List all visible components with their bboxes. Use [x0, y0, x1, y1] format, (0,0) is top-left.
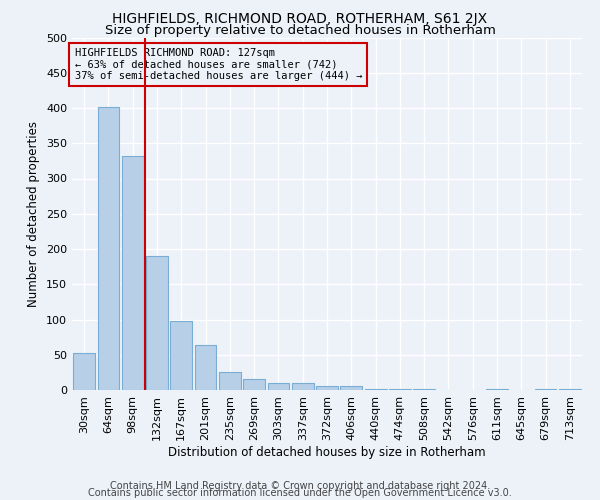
Bar — [535, 388, 556, 390]
Text: Contains HM Land Registry data © Crown copyright and database right 2024.: Contains HM Land Registry data © Crown c… — [110, 481, 490, 491]
Y-axis label: Number of detached properties: Number of detached properties — [28, 120, 40, 306]
Bar — [486, 388, 508, 390]
Text: Size of property relative to detached houses in Rotherham: Size of property relative to detached ho… — [104, 24, 496, 37]
Bar — [194, 345, 217, 390]
Bar — [73, 354, 95, 390]
Bar — [122, 156, 143, 390]
Bar — [365, 388, 386, 390]
Bar — [97, 108, 119, 390]
Bar — [316, 386, 338, 390]
Bar — [340, 386, 362, 390]
Bar — [268, 383, 289, 390]
Bar — [413, 388, 435, 390]
X-axis label: Distribution of detached houses by size in Rotherham: Distribution of detached houses by size … — [168, 446, 486, 458]
Bar — [170, 321, 192, 390]
Bar — [146, 256, 168, 390]
Bar — [243, 380, 265, 390]
Bar — [559, 388, 581, 390]
Text: Contains public sector information licensed under the Open Government Licence v3: Contains public sector information licen… — [88, 488, 512, 498]
Text: HIGHFIELDS RICHMOND ROAD: 127sqm
← 63% of detached houses are smaller (742)
37% : HIGHFIELDS RICHMOND ROAD: 127sqm ← 63% o… — [74, 48, 362, 82]
Bar — [219, 372, 241, 390]
Bar — [389, 388, 411, 390]
Text: HIGHFIELDS, RICHMOND ROAD, ROTHERHAM, S61 2JX: HIGHFIELDS, RICHMOND ROAD, ROTHERHAM, S6… — [112, 12, 488, 26]
Bar — [292, 383, 314, 390]
